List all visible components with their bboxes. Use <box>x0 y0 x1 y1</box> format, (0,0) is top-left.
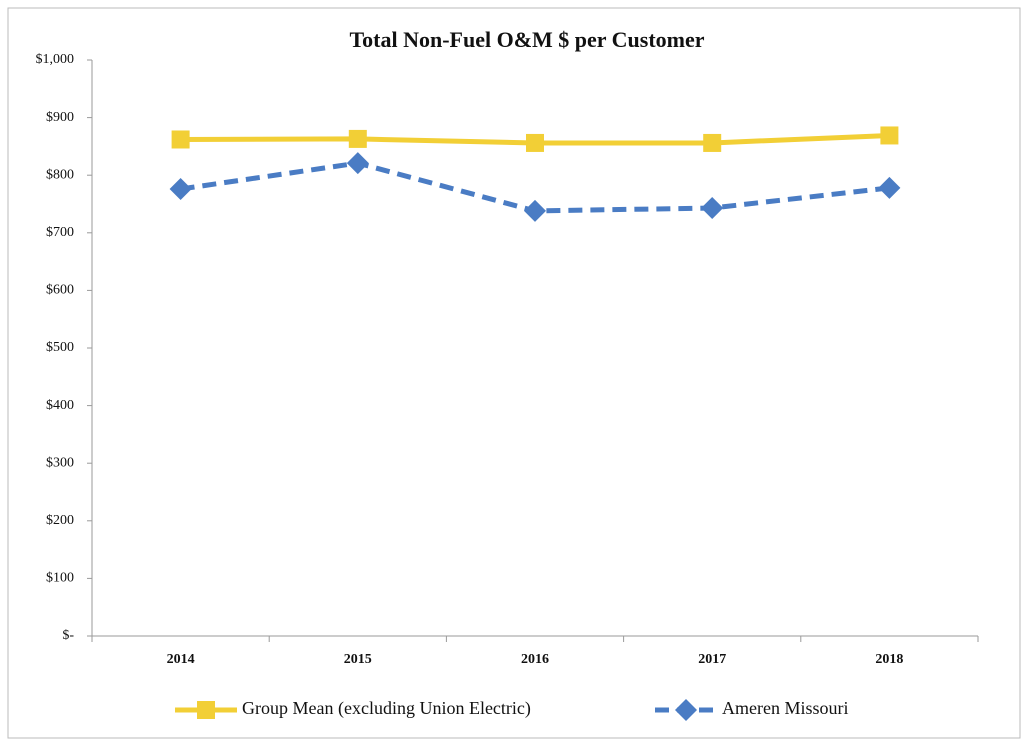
marker <box>169 178 192 201</box>
y-tick-label: $800 <box>46 167 74 182</box>
y-tick-label: $900 <box>46 110 74 125</box>
x-tick-label: 2014 <box>167 652 195 667</box>
legend-label: Group Mean (excluding Union Electric) <box>242 698 531 719</box>
marker <box>703 133 722 152</box>
x-tick-label: 2016 <box>521 652 549 667</box>
y-tick-label: $300 <box>46 455 74 470</box>
y-tick-label: $200 <box>46 513 74 528</box>
marker <box>526 133 544 152</box>
y-tick-label: $600 <box>46 283 74 298</box>
legend-label: Ameren Missouri <box>722 698 848 718</box>
chart-frame <box>7 7 1021 739</box>
marker <box>880 126 899 145</box>
marker <box>348 129 367 148</box>
x-tick-label: 2017 <box>698 652 726 667</box>
marker <box>171 130 190 149</box>
y-tick-label: $400 <box>46 398 74 413</box>
marker <box>524 199 546 222</box>
marker <box>675 699 697 721</box>
marker <box>197 701 215 719</box>
x-tick-label: 2015 <box>344 652 372 667</box>
marker <box>701 197 724 220</box>
marker <box>878 176 901 199</box>
y-tick-label: $- <box>62 628 74 643</box>
y-tick-label: $700 <box>46 225 74 240</box>
marker <box>346 152 369 175</box>
y-tick-label: $1,000 <box>36 52 75 67</box>
x-tick-label: 2018 <box>875 652 903 667</box>
chart-title: Total Non-Fuel O&M $ per Customer <box>349 27 704 52</box>
y-tick-label: $500 <box>46 340 74 355</box>
y-tick-label: $100 <box>46 571 74 586</box>
